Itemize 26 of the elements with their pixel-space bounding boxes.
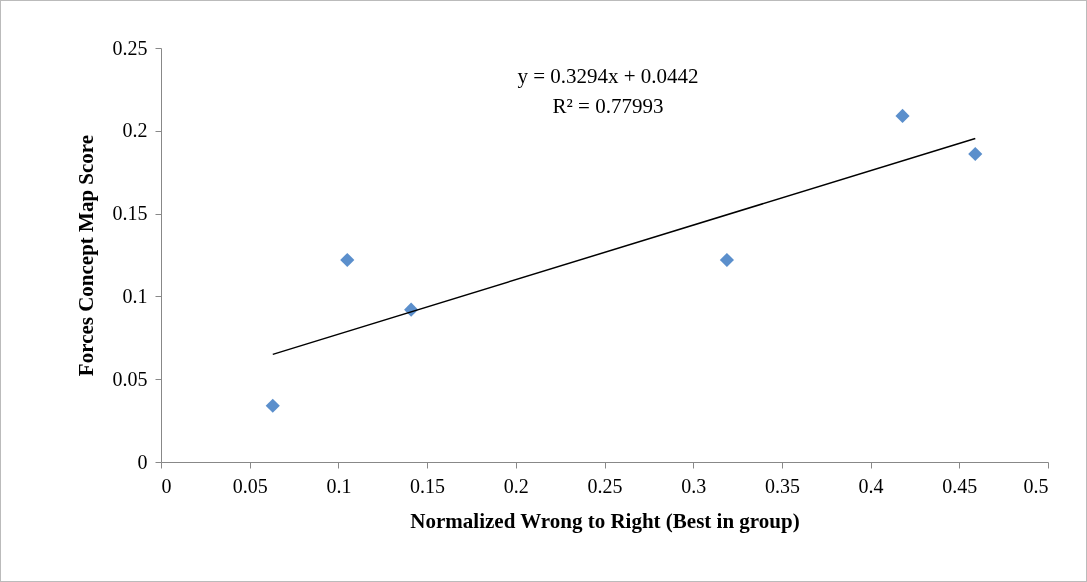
y-tick-label: 0.25 — [112, 36, 148, 59]
y-axis-title: Forces Concept Map Score — [73, 134, 98, 377]
x-tick-label: 0.05 — [232, 474, 268, 497]
x-axis-title: Normalized Wrong to Right (Best in group) — [410, 508, 800, 533]
point — [895, 108, 910, 123]
x-tick-label: 0.45 — [942, 474, 978, 497]
annotation: R² = 0.77993 — [552, 94, 664, 118]
point — [719, 252, 734, 268]
x-tick-label: 0 — [161, 474, 172, 497]
x-tick-label: 0.25 — [587, 474, 623, 497]
point — [968, 146, 983, 162]
x-tick-label: 0.3 — [681, 474, 707, 497]
annotation: y = 0.3294x + 0.0442 — [517, 64, 699, 88]
y-tick-label: 0.15 — [112, 202, 148, 225]
y-tick-label: 0 — [137, 450, 148, 473]
point — [265, 398, 280, 413]
y-tick-label: 0.05 — [112, 367, 148, 390]
point — [340, 252, 355, 268]
x-tick-label: 0.4 — [858, 474, 884, 497]
x-tick-label: 0.35 — [764, 474, 800, 497]
x-tick-label: 0.5 — [1023, 474, 1049, 497]
x-tick-label: 0.1 — [326, 474, 352, 497]
y-tick-label: 0.1 — [122, 284, 148, 307]
y-tick-label: 0.2 — [122, 119, 148, 142]
x-tick-label: 0.2 — [503, 474, 529, 497]
x-tick-label: 0.15 — [410, 474, 446, 497]
